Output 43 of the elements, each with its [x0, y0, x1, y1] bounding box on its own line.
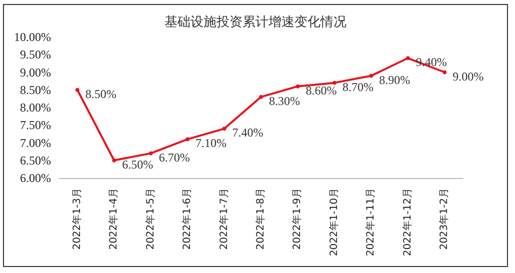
data-label: 8.30%: [269, 94, 300, 108]
data-label: 9.40%: [416, 55, 447, 70]
x-tick-label: 2022年1-5月: [144, 188, 156, 250]
data-label: 9.00%: [452, 69, 484, 84]
data-label: 7.10%: [196, 136, 227, 150]
point: [186, 137, 190, 142]
y-tick-label: 9.00%: [20, 65, 51, 80]
data-label: 6.70%: [158, 150, 190, 164]
y-tick-label: 8.50%: [20, 82, 51, 97]
point: [442, 70, 447, 74]
point: [296, 84, 300, 88]
x-tick-label: 2022年1-4月: [108, 188, 120, 250]
data-label: 8.70%: [342, 80, 374, 94]
y-tick-label: 10.00%: [14, 30, 51, 44]
y-tick-label: 9.50%: [20, 48, 51, 62]
point: [406, 56, 410, 60]
y-tick-label: 7.50%: [20, 118, 51, 132]
point: [259, 94, 263, 99]
y-tick-label: 7.00%: [20, 136, 51, 150]
x-tick-label: 2022年1-3月: [70, 188, 83, 250]
data-label: 8.50%: [85, 86, 116, 101]
x-tick-label: 2022年1-7月: [218, 188, 230, 250]
point: [332, 80, 336, 85]
data-label: 8.60%: [306, 83, 337, 98]
x-tick-label: 2022年1-11月: [364, 188, 377, 256]
chart-title: 基础设施投资累计增速变化情况: [164, 15, 346, 30]
x-tick-label: 2022年1-8月: [254, 188, 266, 250]
point: [369, 74, 374, 78]
y-tick-label: 8.00%: [20, 100, 51, 114]
data-label: 7.40%: [232, 126, 264, 140]
x-tick-label: 2022年1-6月: [181, 188, 194, 250]
point: [75, 88, 80, 92]
x-tick-label: 2023年1-2月: [438, 188, 450, 250]
x-tick-label: 2022年1-9月: [291, 188, 304, 250]
x-tick-label: 2022年1-10月: [328, 188, 340, 256]
y-tick-label: 6.50%: [20, 153, 51, 168]
data-label: 6.50%: [122, 157, 154, 172]
y-tick-label: 6.00%: [20, 171, 51, 185]
point: [222, 126, 226, 131]
x-tick-label: 2022年1-12月: [401, 188, 414, 256]
point: [112, 158, 116, 162]
point: [148, 151, 153, 156]
data-label: 8.90%: [379, 72, 410, 87]
